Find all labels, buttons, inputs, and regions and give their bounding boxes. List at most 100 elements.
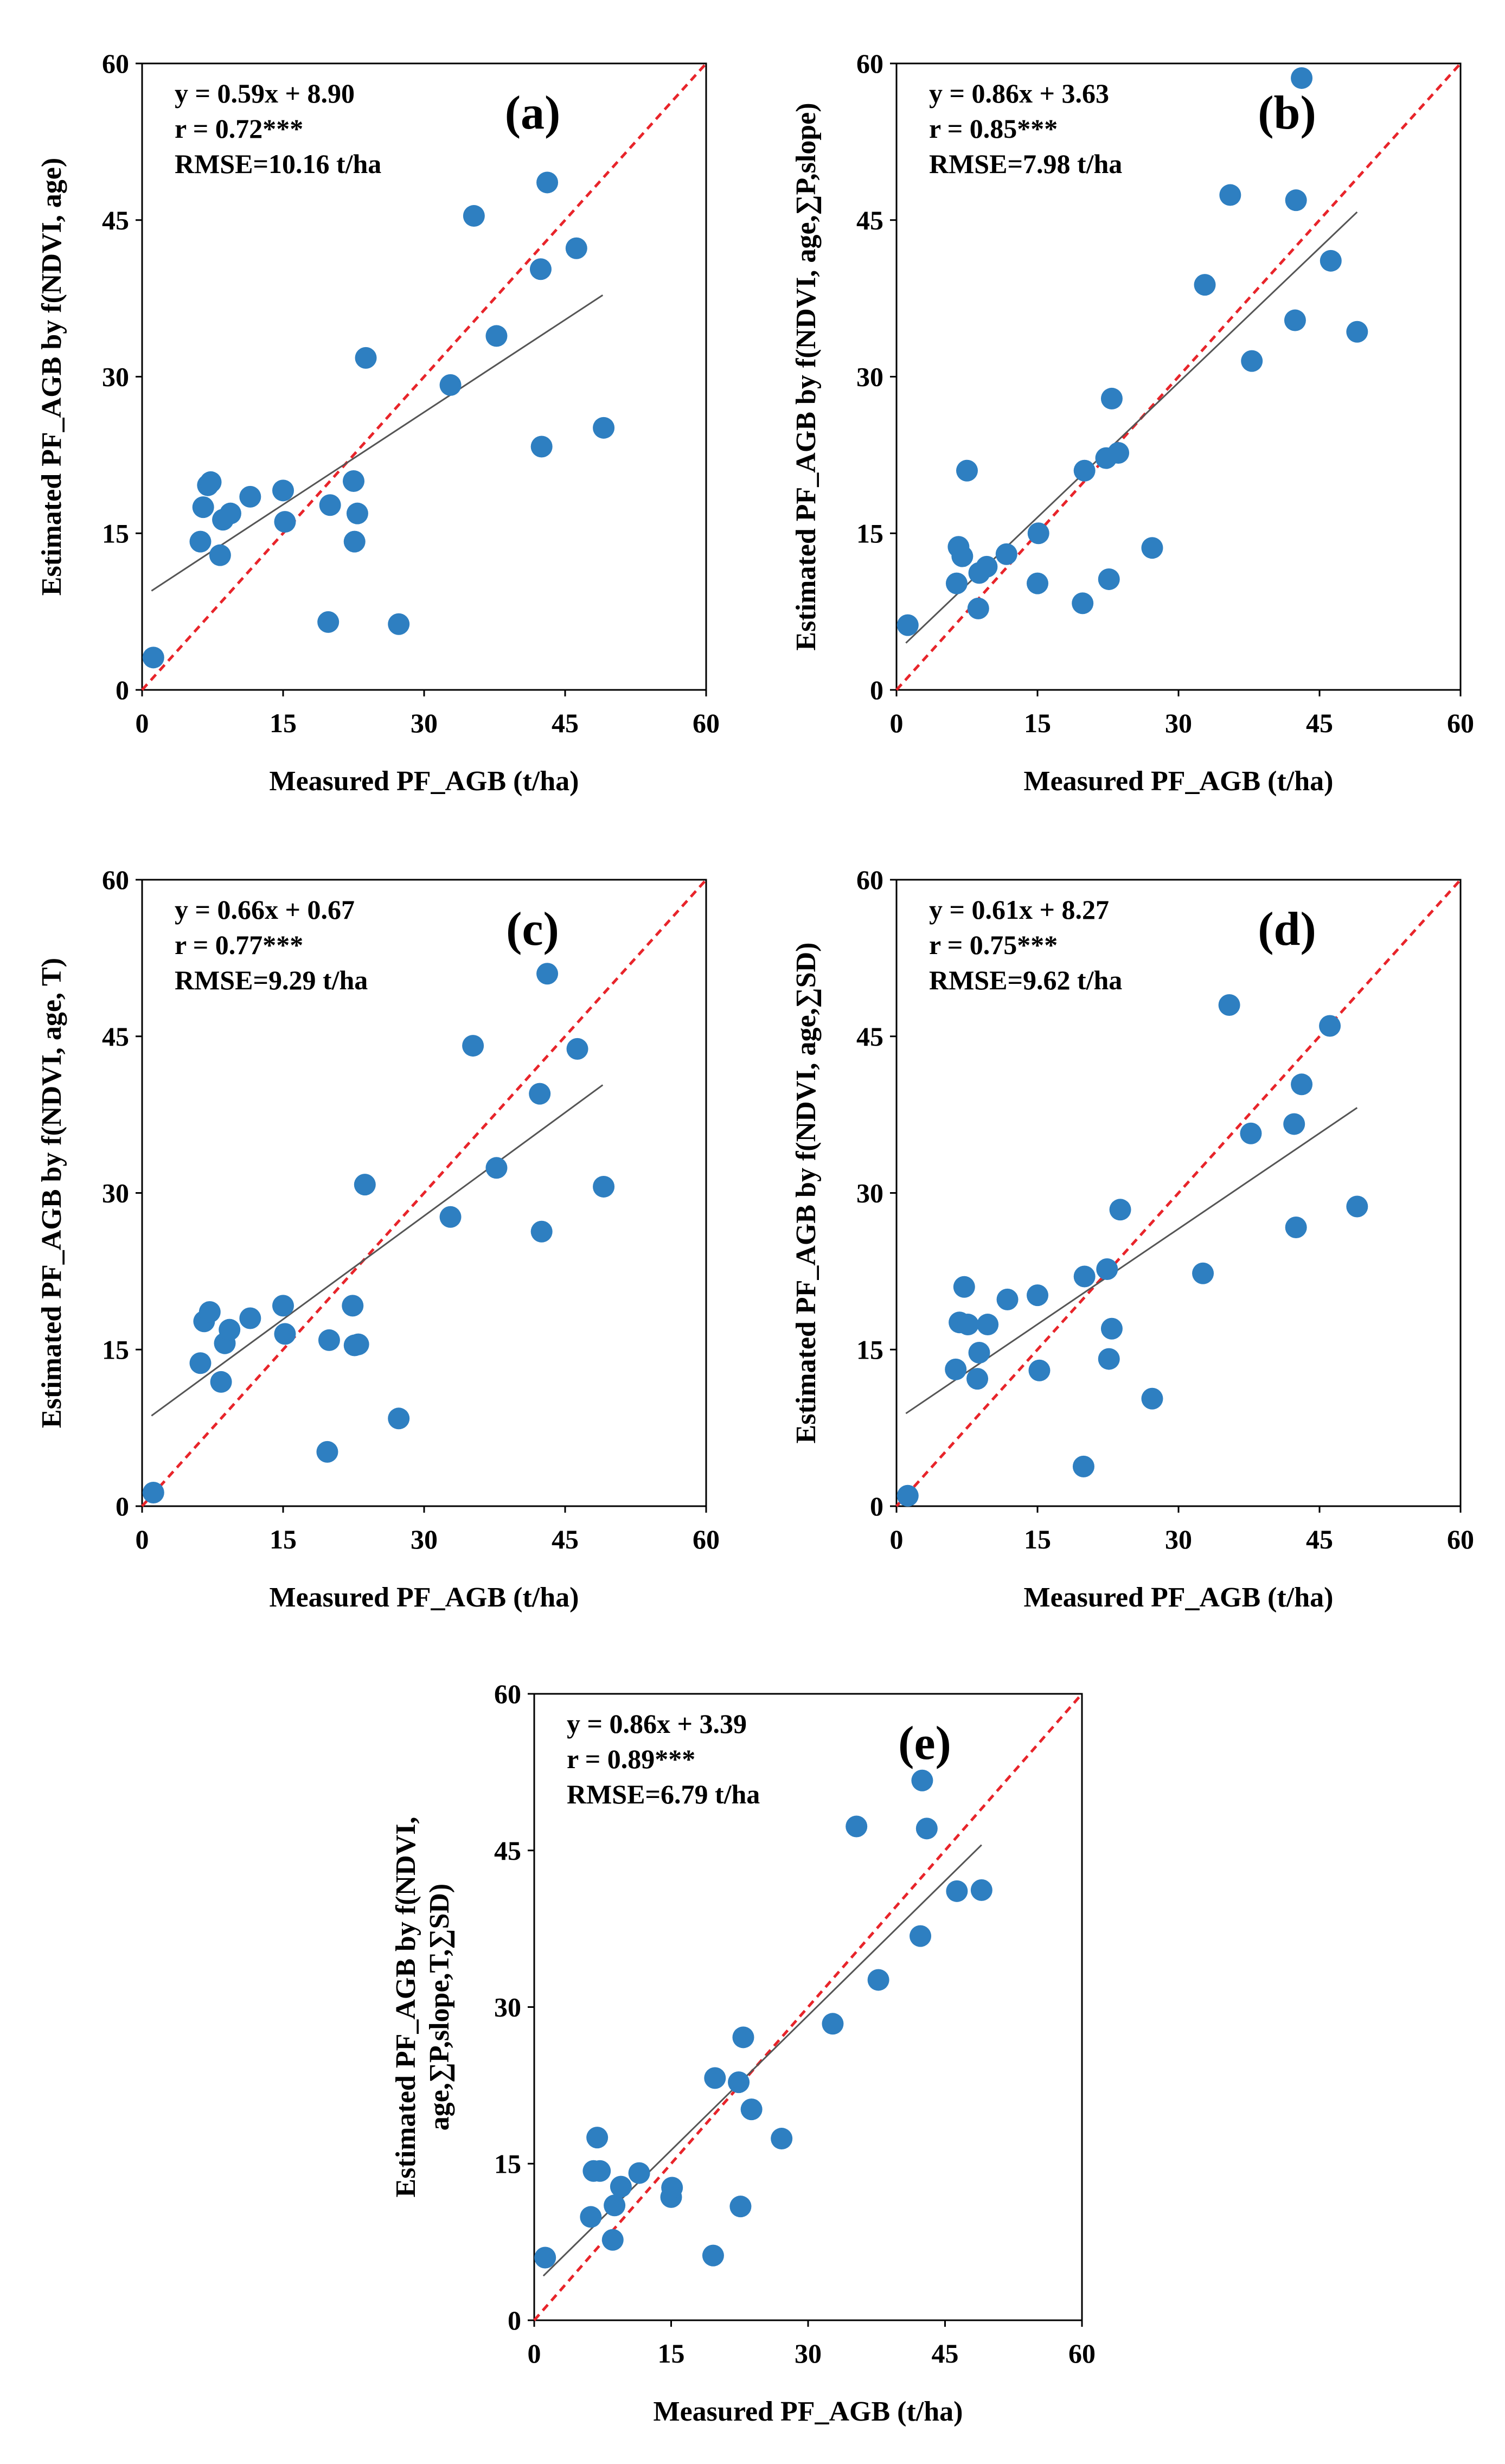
y-axis-label: Estimated PF_AGB by f(NDVI, age,∑SD)	[791, 943, 822, 1444]
reference-line-1to1	[895, 879, 1462, 1507]
data-point	[274, 1323, 296, 1345]
data-point	[1192, 1262, 1214, 1284]
panel-label: (b)	[1258, 87, 1316, 139]
data-point	[1073, 459, 1096, 482]
x-tick-label: 60	[1447, 708, 1474, 738]
data-point	[1100, 387, 1123, 409]
y-tick-label: 0	[116, 1491, 129, 1521]
data-point	[946, 1880, 968, 1902]
data-point	[319, 494, 341, 516]
data-point	[198, 1301, 221, 1323]
data-point	[740, 2098, 763, 2121]
data-point	[970, 1879, 992, 1901]
data-point	[604, 2194, 626, 2217]
data-point	[704, 2067, 726, 2089]
data-point	[1141, 537, 1163, 559]
data-point	[1240, 1122, 1262, 1144]
data-point	[536, 963, 559, 985]
data-point	[771, 2128, 793, 2150]
data-point	[1072, 592, 1094, 615]
data-point	[1100, 1317, 1123, 1340]
data-point	[995, 543, 1017, 565]
x-tick-label: 15	[1024, 1524, 1051, 1554]
data-point	[915, 1817, 938, 1840]
equation-annotation: r = 0.75***	[929, 930, 1058, 960]
data-point	[189, 530, 212, 553]
chart-panel: 0 15 30 45 60 0 15 30 45 60 Measured PF_AGB (t/ha)…	[791, 48, 1474, 797]
data-point	[661, 2177, 683, 2199]
data-point	[219, 1319, 241, 1341]
data-point	[1241, 350, 1263, 372]
y-tick-label: 45	[856, 1021, 883, 1052]
data-point	[867, 1969, 889, 1991]
x-tick-label: 60	[1068, 2338, 1096, 2369]
data-point	[945, 1358, 967, 1380]
equation-annotation: y = 0.86x + 3.39	[567, 1708, 747, 1739]
y-axis-label: Estimated PF_AGB by f(NDVI, age,∑P,slope…	[791, 103, 822, 650]
y-tick-label: 30	[102, 362, 129, 392]
equation-annotation: RMSE=9.62 t/ha	[929, 965, 1122, 995]
y-tick-label: 0	[870, 1491, 883, 1521]
data-point	[1291, 1073, 1313, 1096]
data-point	[1283, 1113, 1305, 1135]
data-point	[1346, 1195, 1368, 1218]
data-point	[565, 237, 587, 259]
x-tick-label: 15	[1024, 708, 1051, 738]
chart-panel: 0 15 30 45 60 0 15 30 45 60 Measured PF_AGB (t/ha)…	[390, 1679, 1096, 2427]
y-tick-label: 60	[856, 865, 883, 895]
x-tick-label: 45	[552, 708, 579, 738]
data-point	[977, 1314, 999, 1336]
y-tick-label: 15	[856, 1334, 883, 1365]
x-tick-label: 0	[136, 1524, 149, 1554]
data-point	[530, 1220, 553, 1243]
data-point	[610, 2175, 632, 2198]
data-point	[951, 545, 974, 567]
equation-annotation: y = 0.66x + 0.67	[175, 894, 355, 925]
data-point	[189, 1352, 212, 1374]
panel-label: (a)	[505, 87, 561, 139]
data-point	[966, 1368, 989, 1390]
data-point	[566, 1038, 588, 1060]
data-point	[1027, 1284, 1048, 1307]
data-point	[439, 374, 462, 396]
data-point	[1194, 274, 1216, 296]
equation-annotation: RMSE=6.79 t/ha	[567, 1779, 760, 1809]
y-tick-label: 30	[102, 1178, 129, 1208]
equation-annotation: r = 0.77***	[175, 930, 303, 960]
y-tick-label: 30	[856, 362, 883, 392]
y-tick-label: 15	[856, 518, 883, 548]
x-axis-label: Measured PF_AGB (t/ha)	[270, 1582, 579, 1613]
data-point	[485, 325, 508, 347]
data-point	[346, 502, 368, 524]
data-point	[589, 2160, 611, 2182]
equation-annotation: y = 0.61x + 8.27	[929, 894, 1109, 925]
data-point	[1096, 1258, 1118, 1281]
chart-panel: 0 15 30 45 60 0 15 30 45 60 Measured PF_AGB (t/ha)…	[36, 865, 720, 1613]
data-point	[1109, 1199, 1131, 1221]
y-tick-label: 0	[508, 2305, 521, 2335]
x-tick-label: 0	[890, 708, 904, 738]
data-point	[209, 544, 231, 566]
x-tick-label: 45	[932, 2338, 959, 2369]
y-axis-label: Estimated PF_AGB by f(NDVI, age)	[36, 158, 67, 596]
data-point	[1073, 1265, 1096, 1288]
equation-annotation: RMSE=10.16 t/ha	[175, 149, 381, 179]
data-point	[953, 1276, 975, 1298]
equation-annotation: RMSE=7.98 t/ha	[929, 149, 1122, 179]
data-point	[142, 1481, 164, 1503]
x-axis-label: Measured PF_AGB (t/ha)	[1024, 766, 1334, 797]
data-point	[910, 1925, 932, 1947]
x-axis-label: Measured PF_AGB (t/ha)	[270, 766, 579, 797]
data-point	[142, 647, 164, 669]
data-point	[529, 258, 552, 280]
data-point	[530, 436, 553, 458]
equation-annotation: r = 0.85***	[929, 113, 1058, 144]
y-tick-label: 15	[102, 1334, 129, 1365]
y-tick-label: 60	[856, 48, 883, 79]
data-point	[219, 502, 241, 524]
data-point	[593, 417, 615, 439]
data-point	[317, 611, 340, 633]
data-point	[1285, 189, 1307, 212]
y-tick-label: 15	[494, 2148, 521, 2179]
